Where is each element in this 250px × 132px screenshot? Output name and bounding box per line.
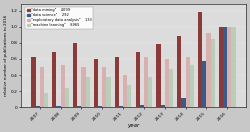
- Bar: [144, 57, 148, 107]
- Bar: [73, 43, 77, 107]
- Bar: [227, 27, 232, 107]
- Bar: [119, 106, 123, 107]
- Bar: [190, 65, 194, 107]
- Bar: [136, 53, 140, 107]
- Bar: [148, 77, 152, 107]
- Bar: [44, 93, 48, 107]
- Bar: [161, 105, 165, 107]
- Bar: [169, 69, 173, 107]
- Bar: [36, 106, 40, 107]
- Bar: [211, 39, 215, 107]
- Bar: [219, 27, 223, 107]
- Bar: [186, 57, 190, 107]
- Bar: [77, 106, 82, 107]
- Y-axis label: relative number of publications to 2016: relative number of publications to 2016: [4, 15, 8, 96]
- Bar: [86, 77, 90, 107]
- Bar: [232, 27, 236, 107]
- Bar: [140, 105, 144, 107]
- Bar: [206, 33, 211, 107]
- Bar: [102, 67, 106, 107]
- Bar: [65, 88, 69, 107]
- Bar: [156, 44, 161, 107]
- Bar: [106, 77, 111, 107]
- Bar: [115, 57, 119, 107]
- Bar: [182, 98, 186, 107]
- Bar: [61, 65, 65, 107]
- Bar: [123, 75, 127, 107]
- Bar: [202, 61, 206, 107]
- Bar: [198, 12, 202, 107]
- Bar: [56, 106, 61, 107]
- Legend: "data mining"    4099, "data science"    292, "exploratory data analysis"    133: "data mining" 4099, "data science" 292, …: [25, 7, 93, 29]
- Bar: [177, 36, 182, 107]
- Bar: [94, 59, 98, 107]
- Bar: [82, 67, 86, 107]
- Bar: [40, 67, 44, 107]
- Bar: [52, 53, 56, 107]
- X-axis label: year: year: [128, 123, 140, 128]
- Bar: [165, 59, 169, 107]
- Bar: [223, 27, 227, 107]
- Bar: [32, 57, 36, 107]
- Bar: [98, 106, 102, 107]
- Bar: [127, 85, 132, 107]
